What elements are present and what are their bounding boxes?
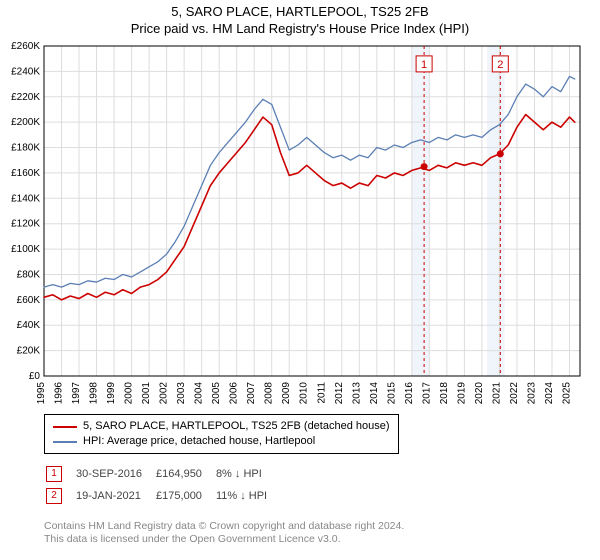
sale-price: £175,000: [156, 486, 214, 506]
svg-text:£160K: £160K: [11, 168, 40, 179]
svg-text:2004: 2004: [194, 382, 205, 405]
svg-text:2019: 2019: [456, 382, 467, 405]
sales-table: 1 30-SEP-2016£164,9508% ↓ HPI 2 19-JAN-2021…: [44, 462, 281, 508]
svg-text:2024: 2024: [544, 382, 555, 405]
line-chart: £0 £20K £40K £60K £80K £100K £120K £140K £160K £1…: [0, 0, 600, 412]
svg-text:1997: 1997: [71, 382, 82, 405]
sale-delta: 8% ↓ HPI: [216, 464, 279, 484]
svg-text:1996: 1996: [54, 382, 65, 405]
legend-label: HPI: Average price, detached house, Hart…: [83, 434, 315, 449]
svg-text:£20K: £20K: [17, 346, 41, 357]
table-row: 2 19-JAN-2021£175,00011% ↓ HPI: [46, 486, 279, 506]
svg-text:£0: £0: [29, 371, 41, 382]
svg-text:1998: 1998: [89, 382, 100, 405]
svg-text:£40K: £40K: [17, 320, 41, 331]
svg-text:2015: 2015: [386, 382, 397, 405]
svg-text:2003: 2003: [176, 382, 187, 405]
svg-text:2016: 2016: [404, 382, 415, 405]
svg-text:£60K: £60K: [17, 295, 41, 306]
sale-badge: 2: [46, 488, 62, 504]
svg-text:1999: 1999: [106, 382, 117, 405]
svg-text:2017: 2017: [421, 382, 432, 405]
svg-text:2014: 2014: [369, 382, 380, 405]
svg-text:2013: 2013: [351, 382, 362, 405]
table-row: 1 30-SEP-2016£164,9508% ↓ HPI: [46, 464, 279, 484]
svg-text:£120K: £120K: [11, 219, 40, 230]
svg-text:2018: 2018: [439, 382, 450, 405]
svg-text:2025: 2025: [561, 382, 572, 405]
svg-text:2021: 2021: [491, 382, 502, 405]
footer-licence: Contains HM Land Registry data © Crown c…: [44, 520, 404, 546]
svg-text:2023: 2023: [526, 382, 537, 405]
svg-text:£260K: £260K: [11, 41, 40, 52]
sale-date: 19-JAN-2021: [76, 486, 154, 506]
svg-text:2010: 2010: [299, 382, 310, 405]
svg-text:2: 2: [497, 59, 503, 71]
svg-text:£220K: £220K: [11, 92, 40, 103]
svg-text:2002: 2002: [159, 382, 170, 405]
legend-label: 5, SARO PLACE, HARTLEPOOL, TS25 2FB (det…: [83, 419, 390, 434]
svg-text:2012: 2012: [334, 382, 345, 405]
legend-swatch: [53, 426, 77, 428]
svg-text:£80K: £80K: [17, 269, 41, 280]
svg-text:2001: 2001: [141, 382, 152, 405]
svg-text:2006: 2006: [229, 382, 240, 405]
svg-text:2000: 2000: [124, 382, 135, 405]
svg-text:£200K: £200K: [11, 117, 40, 128]
svg-text:2009: 2009: [281, 382, 292, 405]
footer-line1: Contains HM Land Registry data © Crown c…: [44, 520, 404, 533]
svg-text:2022: 2022: [509, 382, 520, 405]
svg-text:2011: 2011: [316, 382, 327, 404]
legend-swatch: [53, 441, 77, 443]
footer-line2: This data is licensed under the Open Gov…: [44, 533, 404, 546]
sale-delta: 11% ↓ HPI: [216, 486, 279, 506]
svg-text:£180K: £180K: [11, 143, 40, 154]
svg-text:£240K: £240K: [11, 66, 40, 77]
svg-text:£100K: £100K: [11, 244, 40, 255]
svg-text:2020: 2020: [474, 382, 485, 405]
legend-row: 5, SARO PLACE, HARTLEPOOL, TS25 2FB (det…: [53, 419, 390, 434]
svg-text:1995: 1995: [36, 382, 47, 405]
svg-text:1: 1: [421, 59, 427, 71]
sale-date: 30-SEP-2016: [76, 464, 154, 484]
svg-text:2005: 2005: [211, 382, 222, 405]
svg-text:2007: 2007: [246, 382, 257, 405]
svg-text:£140K: £140K: [11, 193, 40, 204]
legend: 5, SARO PLACE, HARTLEPOOL, TS25 2FB (det…: [44, 414, 399, 454]
legend-row: HPI: Average price, detached house, Hart…: [53, 434, 390, 449]
sale-badge: 1: [46, 466, 62, 482]
svg-text:2008: 2008: [264, 382, 275, 405]
sale-price: £164,950: [156, 464, 214, 484]
